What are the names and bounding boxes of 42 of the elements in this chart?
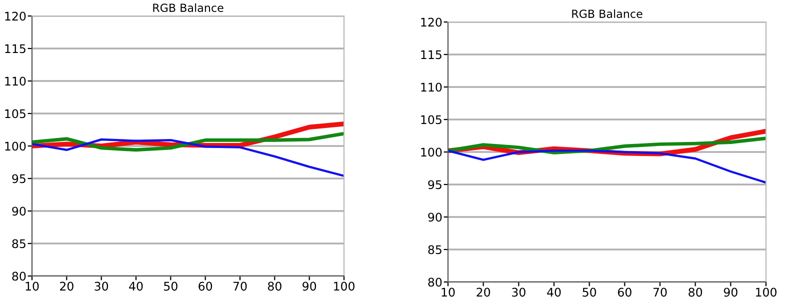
x-tick-label: 20 (476, 288, 490, 297)
x-tick-label: 10 (26, 282, 39, 291)
x-tick-label: 60 (618, 288, 632, 297)
y-tick-label: 100 (421, 148, 442, 157)
y-tick-label: 80 (12, 272, 26, 281)
line-series (448, 150, 766, 184)
x-tick-label: 70 (233, 282, 247, 291)
y-tick-label: 115 (5, 44, 26, 54)
y-tick-label: 85 (428, 245, 442, 254)
x-tick-label: 90 (724, 288, 738, 297)
x-tick-label: 40 (547, 288, 561, 297)
y-tick-label: 90 (428, 212, 442, 222)
line-series (32, 138, 344, 178)
x-tick-label: 70 (653, 288, 667, 297)
x-tick-label: 10 (442, 288, 455, 297)
chart-title: RGB Balance (572, 9, 642, 18)
x-tick-label: 80 (268, 282, 282, 291)
x-tick-label: 90 (302, 282, 316, 291)
x-tick-label: 100 (756, 288, 776, 297)
chart-title: RGB Balance (153, 3, 224, 12)
x-tick-label: 30 (512, 288, 526, 297)
x-tick-label: 20 (60, 282, 74, 291)
y-tick-label: 105 (421, 115, 442, 124)
y-tick-label: 110 (421, 82, 442, 92)
y-tick-label: 115 (421, 50, 442, 60)
y-tick-label: 100 (5, 142, 26, 151)
y-tick-label: 85 (12, 239, 26, 248)
x-tick-label: 100 (334, 282, 354, 291)
y-tick-label: 110 (5, 76, 26, 86)
y-tick-label: 105 (5, 109, 26, 118)
line-series (32, 132, 344, 152)
y-tick-label: 90 (12, 206, 26, 216)
x-tick-label: 50 (164, 282, 178, 291)
y-tick-label: 95 (12, 174, 26, 184)
x-tick-label: 50 (582, 288, 596, 297)
y-tick-label: 95 (428, 180, 442, 190)
y-tick-label: 120 (5, 12, 26, 21)
x-tick-label: 30 (94, 282, 108, 291)
x-tick-label: 40 (129, 282, 143, 291)
x-tick-label: 60 (198, 282, 212, 291)
y-tick-label: 120 (421, 18, 442, 27)
x-tick-label: 80 (688, 288, 702, 297)
